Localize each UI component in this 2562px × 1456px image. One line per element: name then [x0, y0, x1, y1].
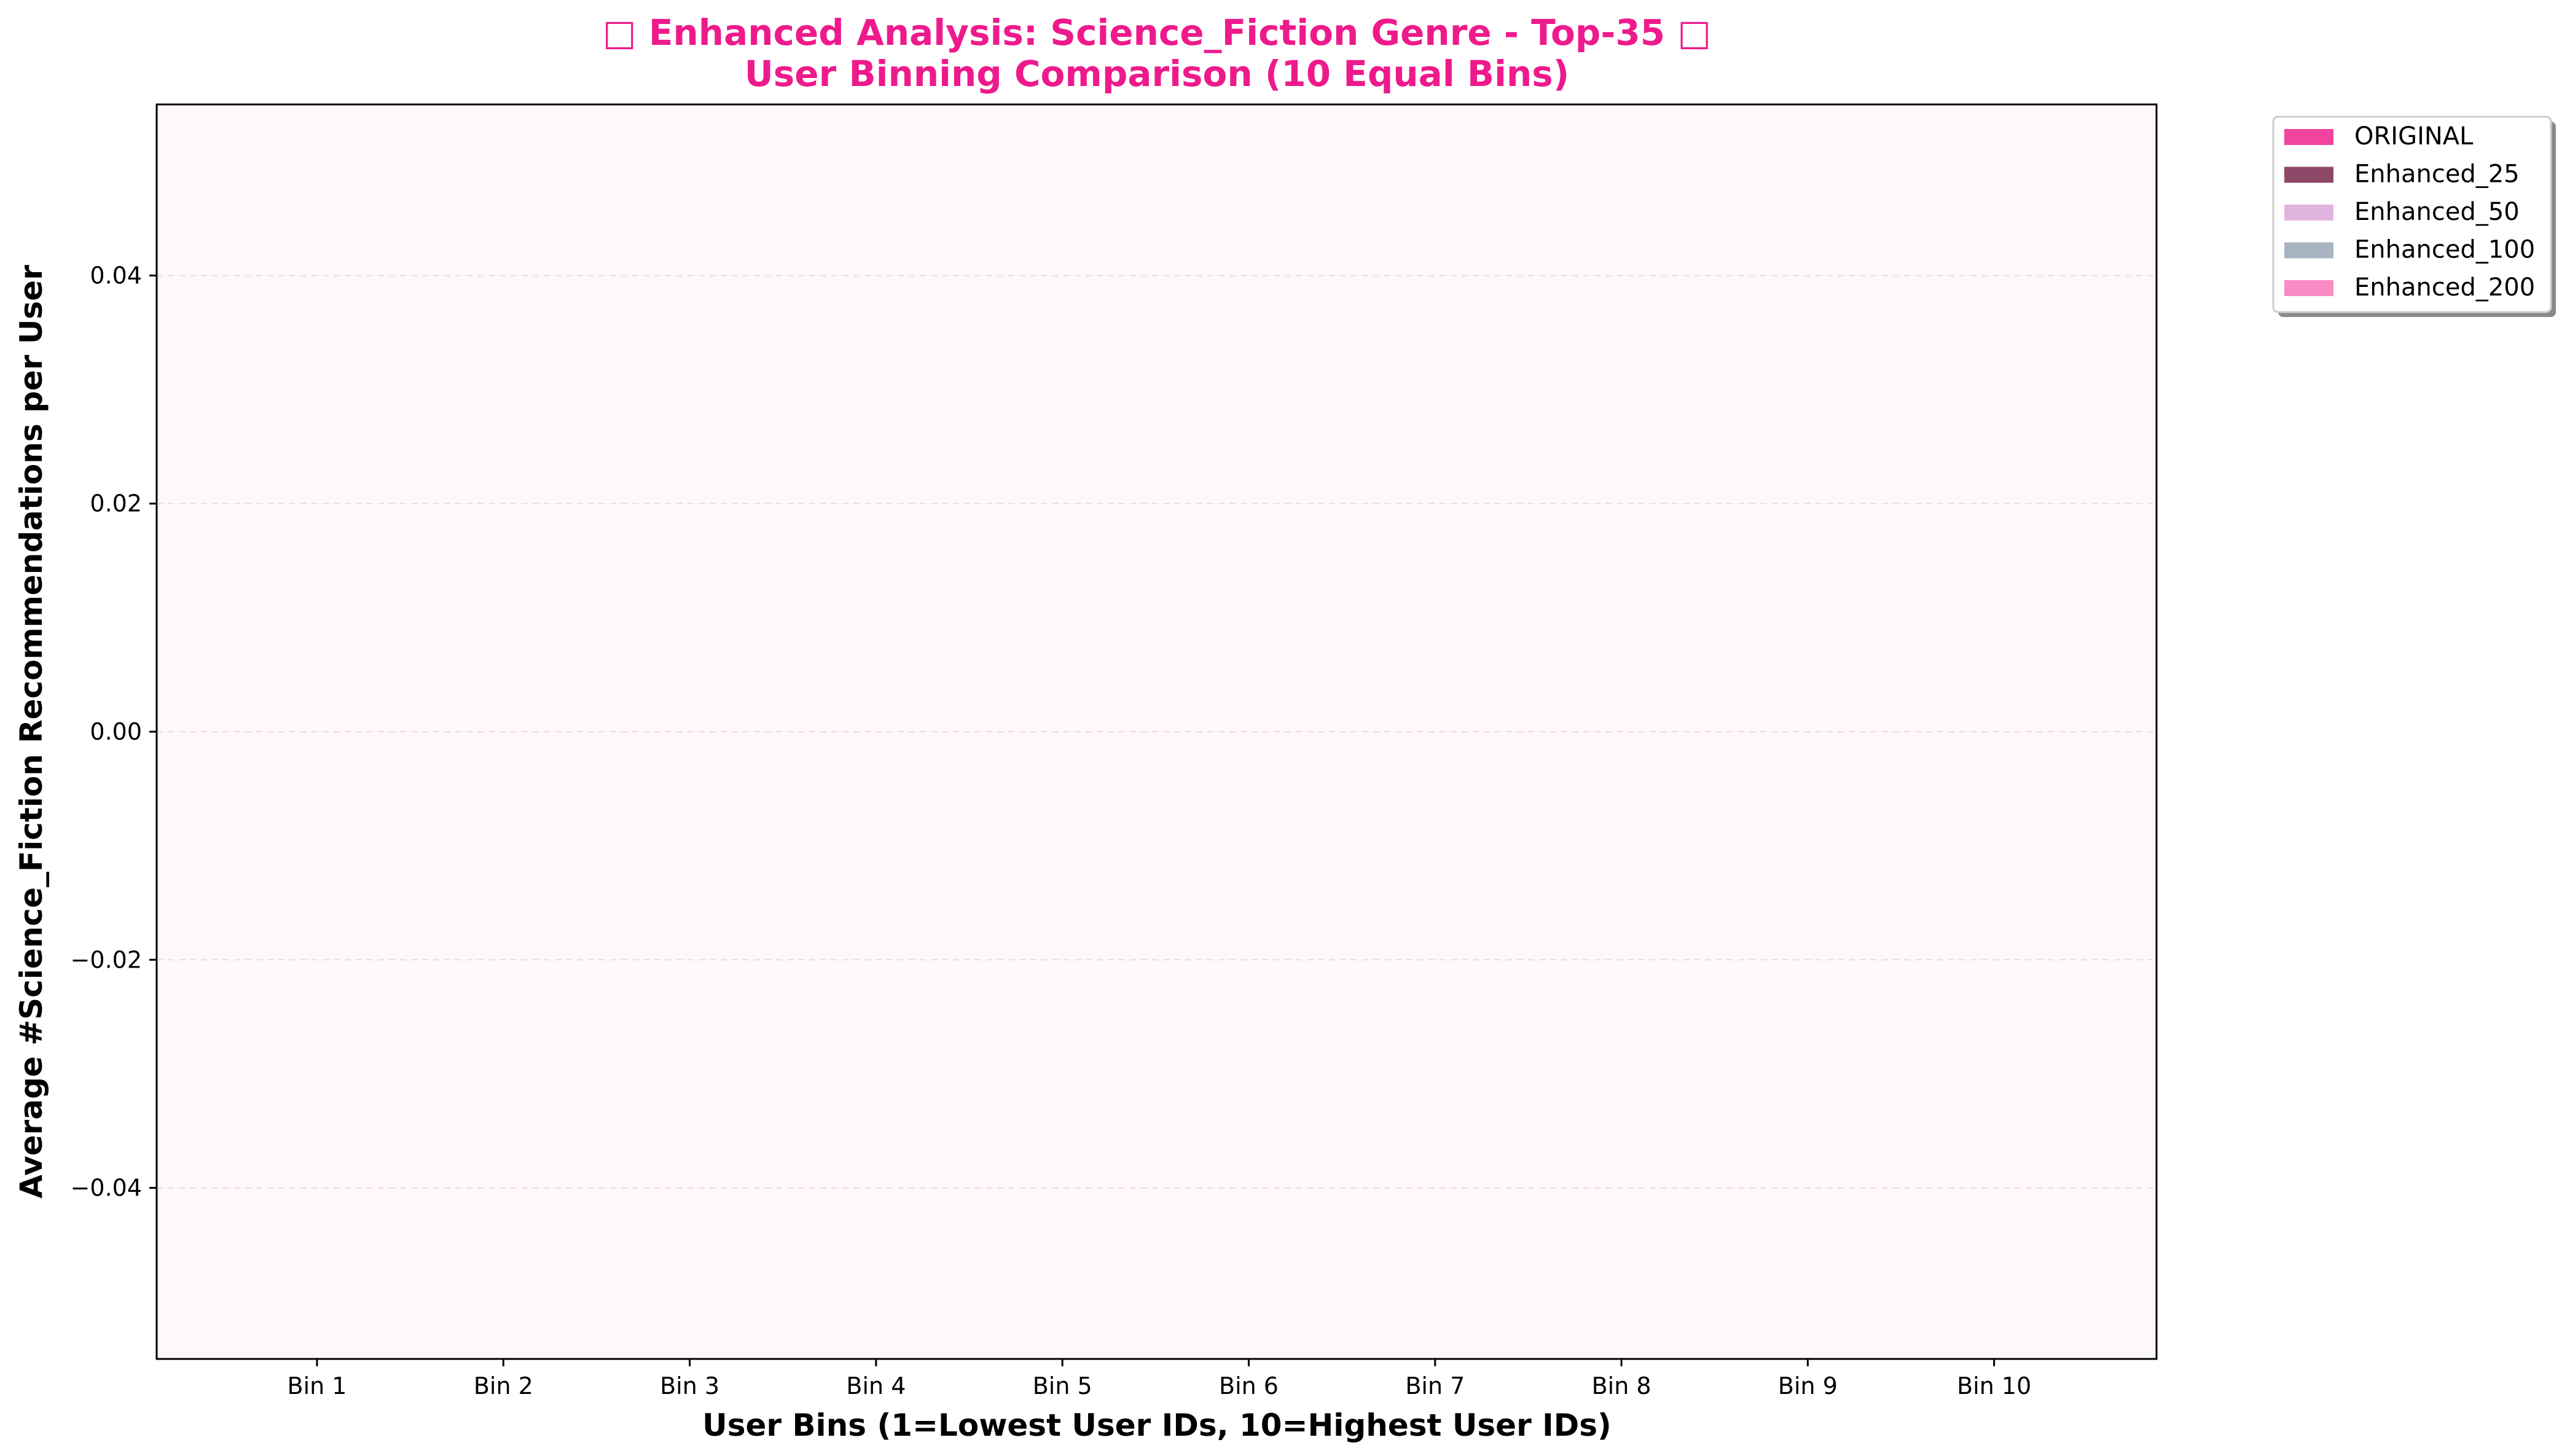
grid-lines [157, 275, 2157, 1189]
y-tick-label: 0.00 [90, 718, 142, 745]
legend-swatch [2284, 242, 2333, 259]
x-tick-label: Bin 4 [846, 1372, 906, 1399]
x-tick-label: Bin 5 [1033, 1372, 1092, 1399]
x-axis-label: User Bins (1=Lowest User IDs, 10=Highest… [702, 1407, 1612, 1443]
y-tick-label: 0.04 [90, 262, 142, 289]
x-tick-label: Bin 6 [1219, 1372, 1279, 1399]
legend-label: Enhanced_50 [2354, 198, 2520, 226]
x-tick-label: Bin 8 [1592, 1372, 1651, 1399]
legend-swatch [2284, 280, 2333, 296]
chart-title: □ Enhanced Analysis: Science_Fiction Gen… [603, 12, 1711, 53]
x-tick-label: Bin 7 [1405, 1372, 1465, 1399]
y-axis-ticks: −0.04 −0.02 0.00 0.02 0.04 [71, 262, 157, 1202]
legend-box [2272, 115, 2552, 313]
x-tick-label: Bin 3 [660, 1372, 719, 1399]
x-tick-label: Bin 1 [288, 1372, 347, 1399]
legend-swatch [2284, 205, 2333, 221]
legend-label: ORIGINAL [2354, 122, 2474, 151]
legend-label: Enhanced_25 [2354, 160, 2520, 189]
y-tick-label: −0.04 [71, 1175, 142, 1202]
y-axis-label: Average #Science_Fiction Recommendations… [14, 265, 49, 1199]
y-tick-label: 0.02 [90, 490, 142, 517]
y-tick-label: −0.02 [71, 946, 142, 973]
x-tick-label: Bin 2 [474, 1372, 533, 1399]
legend-swatch [2284, 129, 2333, 145]
legend-swatch [2284, 166, 2333, 183]
x-tick-label: Bin 10 [1957, 1372, 2031, 1399]
legend-items: ORIGINAL Enhanced_25 Enhanced_50 Enhanced_1… [2284, 122, 2535, 302]
legend-label: Enhanced_200 [2354, 273, 2535, 302]
legend-label: Enhanced_100 [2354, 236, 2535, 264]
x-axis-ticks: Bin 1 Bin 2 Bin 3 Bin 4 Bin 5 Bin 6 Bin 7 Bin 8… [288, 1359, 2031, 1399]
legend: ORIGINAL Enhanced_25 Enhanced_50 Enhanced_1… [2272, 115, 2556, 317]
x-tick-label: Bin 9 [1778, 1372, 1838, 1399]
chart-subtitle: User Binning Comparison (10 Equal Bins) [745, 53, 1570, 95]
